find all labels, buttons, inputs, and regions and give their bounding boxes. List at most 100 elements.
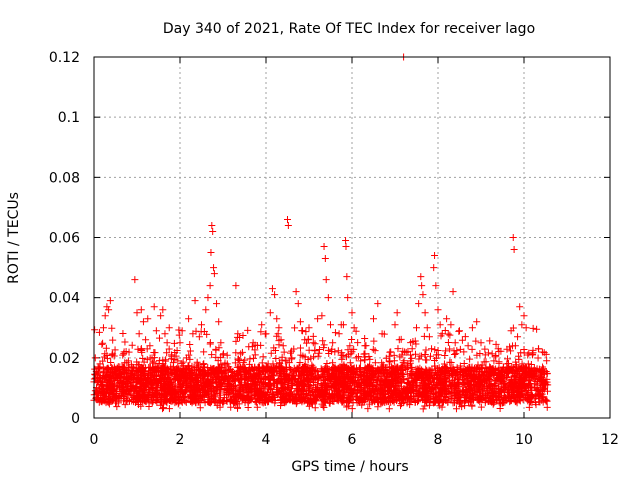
data-point [333,392,341,400]
data-point [238,348,246,356]
data-point [524,395,532,403]
data-point [151,349,159,357]
data-point [386,348,394,356]
data-point [350,324,358,332]
data-point [231,359,239,367]
data-point [461,397,469,405]
data-point [167,369,175,377]
data-point [328,345,336,353]
data-point [374,372,382,380]
data-point [529,349,537,357]
data-point [520,390,528,398]
data-point [123,397,131,405]
data-point [125,363,133,371]
data-point [534,354,542,362]
data-point [487,365,495,373]
data-point [259,353,267,361]
data-point [519,381,527,389]
data-point [468,401,476,409]
data-point [232,349,240,357]
data-point [387,383,395,391]
data-point [426,383,434,391]
data-point [247,370,255,378]
chart-title: Day 340 of 2021, Rate Of TEC Index for r… [163,21,535,37]
data-point [402,348,410,356]
data-point [148,399,156,407]
data-point [535,398,543,406]
data-point [135,330,143,338]
data-point [354,339,362,347]
data-point [421,309,429,317]
data-point [111,393,119,401]
data-point [237,364,245,372]
data-point [308,398,316,406]
data-point [246,366,254,374]
data-point [385,405,393,413]
data-point [342,237,350,245]
data-point [348,336,356,344]
data-point [412,375,420,383]
data-point [473,351,481,359]
data-point [521,372,529,380]
data-point [499,363,507,371]
data-point [311,347,319,355]
data-point [343,385,351,393]
data-point [370,337,378,345]
data-point [170,367,178,375]
data-point [469,372,477,380]
data-point [314,315,322,323]
data-point [494,374,502,382]
data-point [185,351,193,359]
x-tick-label: 6 [348,432,357,448]
data-point [147,377,155,385]
data-point [122,380,130,388]
data-point [416,352,424,360]
x-tick-label: 4 [262,432,271,448]
data-point [439,368,447,376]
data-point [165,405,173,413]
data-point [370,376,378,384]
data-point [455,388,463,396]
data-point [543,375,551,383]
data-point [441,326,449,334]
data-point [186,355,194,363]
data-point [283,376,291,384]
data-point [94,376,102,384]
data-point [339,352,347,360]
data-point [269,360,277,368]
data-point [443,388,451,396]
data-point [518,376,526,384]
data-point [113,377,121,385]
data-point [444,330,452,338]
data-point [159,306,167,314]
data-point [200,328,208,336]
data-point [182,398,190,406]
data-point [511,398,519,406]
data-point [200,363,208,371]
data-point [425,366,433,374]
plot-frame [93,56,611,419]
data-point [267,349,275,357]
data-point [352,370,360,378]
data-point [512,382,520,390]
data-point [297,393,305,401]
data-point [152,379,160,387]
data-point [438,389,446,397]
data-point [529,366,537,374]
data-point [335,368,343,376]
data-point [266,394,274,402]
data-point [273,363,281,371]
data-point [446,331,454,339]
data-point [388,368,396,376]
data-point [461,333,469,341]
data-point [128,372,136,380]
data-point [405,381,413,389]
data-point [450,376,458,384]
data-point [473,364,481,372]
data-point [121,401,129,409]
data-point [146,389,154,397]
data-point [291,324,299,332]
data-point [275,337,283,345]
data-point [131,399,139,407]
data-point [321,381,329,389]
